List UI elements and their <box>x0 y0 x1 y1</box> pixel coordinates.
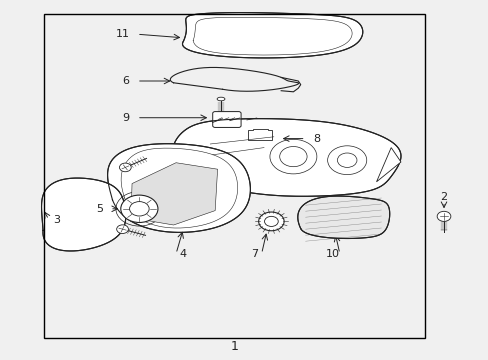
Text: 7: 7 <box>250 249 257 259</box>
Text: 3: 3 <box>53 215 60 225</box>
Text: 9: 9 <box>122 113 129 123</box>
Polygon shape <box>182 13 362 58</box>
Circle shape <box>121 195 158 222</box>
Circle shape <box>258 212 284 231</box>
Text: 4: 4 <box>180 249 186 259</box>
Text: 6: 6 <box>122 76 129 86</box>
Polygon shape <box>173 119 400 196</box>
Circle shape <box>117 225 128 234</box>
Circle shape <box>119 163 131 172</box>
Text: 10: 10 <box>325 249 339 259</box>
Text: 5: 5 <box>96 204 102 214</box>
Text: 1: 1 <box>230 340 238 353</box>
Polygon shape <box>376 148 400 182</box>
Polygon shape <box>107 144 250 233</box>
Polygon shape <box>41 178 125 251</box>
Ellipse shape <box>217 97 224 101</box>
Bar <box>44 14 425 338</box>
Polygon shape <box>297 196 389 238</box>
FancyBboxPatch shape <box>212 112 241 127</box>
Text: 11: 11 <box>115 29 129 39</box>
Text: 8: 8 <box>312 134 320 144</box>
Text: 2: 2 <box>440 192 447 202</box>
Circle shape <box>436 211 450 221</box>
Polygon shape <box>248 129 271 140</box>
Polygon shape <box>131 163 217 225</box>
